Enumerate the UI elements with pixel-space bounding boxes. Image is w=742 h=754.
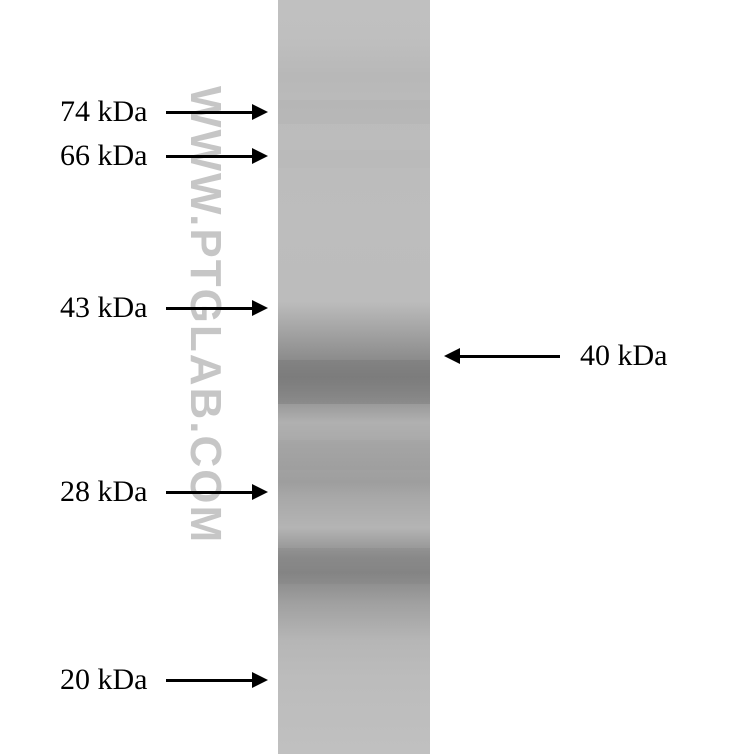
arrow-head-icon (252, 300, 268, 316)
arrow-line (166, 491, 252, 494)
gel-band (278, 150, 430, 168)
gel-band (278, 360, 430, 404)
gel-band (278, 100, 430, 124)
arrow-line (166, 307, 252, 310)
arrow-head-icon (252, 672, 268, 688)
marker-label-right: 40 kDa (580, 339, 667, 373)
arrow-line (166, 111, 252, 114)
gel-band (278, 548, 430, 584)
marker-label-left: 20 kDa (60, 663, 147, 697)
figure-container: WWW.PTGLAB.COM 74 kDa66 kDa43 kDa28 kDa2… (0, 0, 742, 754)
gel-lane (278, 0, 430, 754)
marker-label-left: 66 kDa (60, 139, 147, 173)
arrow-head-icon (252, 484, 268, 500)
marker-label-left: 43 kDa (60, 291, 147, 325)
arrow-line (166, 679, 252, 682)
marker-label-left: 28 kDa (60, 475, 147, 509)
arrow-line (166, 155, 252, 158)
marker-label-left: 74 kDa (60, 95, 147, 129)
arrow-head-icon (444, 348, 460, 364)
arrow-head-icon (252, 148, 268, 164)
arrow-head-icon (252, 104, 268, 120)
gel-band (278, 440, 430, 470)
arrow-line (460, 355, 560, 358)
